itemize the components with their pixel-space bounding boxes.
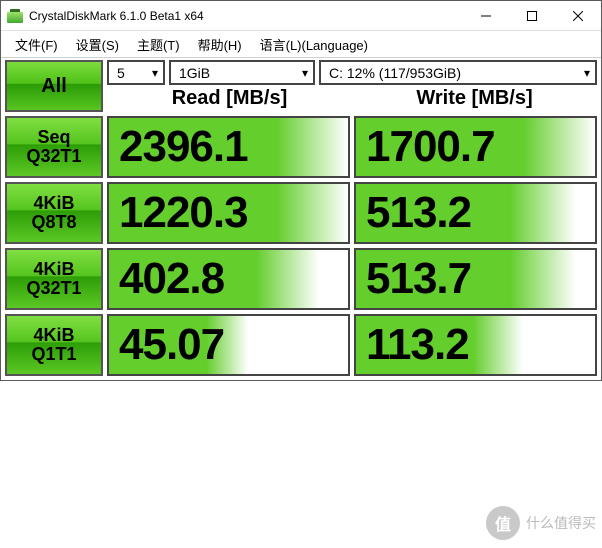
row-label-2: Q8T8 (31, 213, 76, 232)
drive-value: C: 12% (117/953GiB) (329, 65, 461, 81)
row-label-2: Q1T1 (31, 345, 76, 364)
test-button-0[interactable]: SeqQ32T1 (5, 116, 103, 178)
test-button-1[interactable]: 4KiBQ8T8 (5, 182, 103, 244)
write-cell: 1700.7 (354, 116, 597, 178)
read-cell: 1220.3 (107, 182, 350, 244)
maximize-button[interactable] (509, 1, 555, 30)
result-row: SeqQ32T1 2396.1 1700.7 (5, 116, 597, 178)
row-label-1: 4KiB (33, 194, 74, 213)
read-cell: 2396.1 (107, 116, 350, 178)
run-all-button[interactable]: All (5, 60, 103, 112)
client-area: All 5 ▾ 1GiB ▾ C: 12% (117/953GiB) ▾ (1, 58, 601, 380)
write-cell: 513.7 (354, 248, 597, 310)
row-label-1: 4KiB (33, 326, 74, 345)
size-value: 1GiB (179, 65, 210, 81)
header-write: Write [MB/s] (352, 85, 597, 112)
test-button-3[interactable]: 4KiBQ1T1 (5, 314, 103, 376)
titlebar[interactable]: CrystalDiskMark 6.1.0 Beta1 x64 (1, 1, 601, 31)
close-button[interactable] (555, 1, 601, 30)
chevron-down-icon: ▾ (152, 66, 158, 80)
menu-file[interactable]: 文件(F) (7, 32, 66, 57)
app-icon (1, 9, 29, 23)
write-value: 513.7 (366, 254, 471, 304)
menubar: 文件(F) 设置(S) 主题(T) 帮助(H) 语言(L)(Language) (1, 31, 601, 58)
watermark-badge-icon: 值 (486, 506, 520, 540)
result-row: 4KiBQ8T8 1220.3 513.2 (5, 182, 597, 244)
write-value: 1700.7 (366, 122, 495, 172)
read-cell: 45.07 (107, 314, 350, 376)
result-row: 4KiBQ1T1 45.07 113.2 (5, 314, 597, 376)
write-cell: 513.2 (354, 182, 597, 244)
watermark-text: 什么值得买 (526, 513, 596, 533)
write-value: 113.2 (366, 320, 469, 370)
menu-theme[interactable]: 主题(T) (129, 32, 188, 57)
row-label-1: Seq (37, 128, 70, 147)
runs-select[interactable]: 5 ▾ (107, 60, 165, 85)
read-value: 402.8 (119, 254, 224, 304)
read-cell: 402.8 (107, 248, 350, 310)
read-value: 45.07 (119, 320, 224, 370)
chevron-down-icon: ▾ (584, 66, 590, 80)
menu-help[interactable]: 帮助(H) (190, 32, 250, 57)
chevron-down-icon: ▾ (302, 66, 308, 80)
row-label-2: Q32T1 (26, 147, 81, 166)
write-value: 513.2 (366, 188, 471, 238)
result-row: 4KiBQ32T1 402.8 513.7 (5, 248, 597, 310)
header-read: Read [MB/s] (107, 85, 352, 112)
window-title: CrystalDiskMark 6.1.0 Beta1 x64 (29, 9, 463, 23)
size-select[interactable]: 1GiB ▾ (169, 60, 315, 85)
row-label-2: Q32T1 (26, 279, 81, 298)
drive-select[interactable]: C: 12% (117/953GiB) ▾ (319, 60, 597, 85)
read-value: 1220.3 (119, 188, 248, 238)
menu-settings[interactable]: 设置(S) (68, 32, 127, 57)
write-cell: 113.2 (354, 314, 597, 376)
test-button-2[interactable]: 4KiBQ32T1 (5, 248, 103, 310)
runs-value: 5 (117, 65, 125, 81)
row-label-1: 4KiB (33, 260, 74, 279)
app-window: CrystalDiskMark 6.1.0 Beta1 x64 文件(F) 设置… (0, 0, 602, 381)
read-value: 2396.1 (119, 122, 248, 172)
menu-language[interactable]: 语言(L)(Language) (252, 32, 376, 57)
watermark: 值 什么值得买 (486, 504, 596, 542)
minimize-button[interactable] (463, 1, 509, 30)
